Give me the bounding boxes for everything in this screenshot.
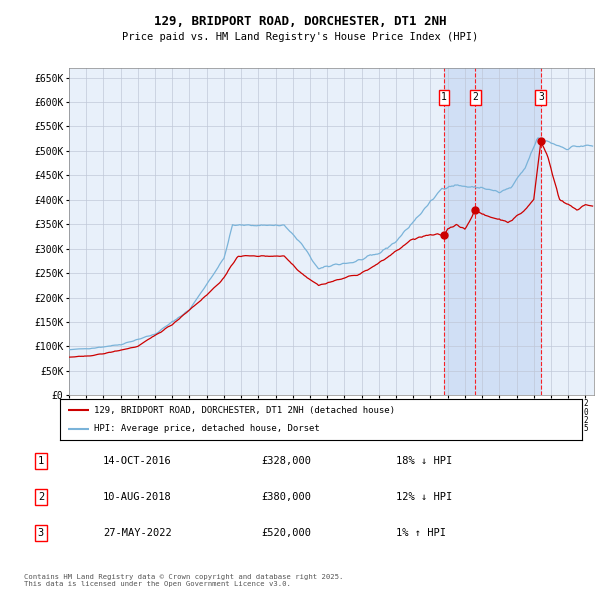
Text: 12% ↓ HPI: 12% ↓ HPI	[396, 492, 452, 502]
Text: 3: 3	[538, 92, 544, 102]
Text: 27-MAY-2022: 27-MAY-2022	[103, 528, 172, 538]
Text: 1: 1	[38, 456, 44, 466]
Bar	[444, 68, 542, 395]
Text: HPI: Average price, detached house, Dorset: HPI: Average price, detached house, Dors…	[94, 424, 320, 433]
Text: 3: 3	[38, 528, 44, 538]
Text: 2: 2	[38, 492, 44, 502]
Text: 14-OCT-2016: 14-OCT-2016	[103, 456, 172, 466]
Text: £520,000: £520,000	[261, 528, 311, 538]
Text: £380,000: £380,000	[261, 492, 311, 502]
Text: 10-AUG-2018: 10-AUG-2018	[103, 492, 172, 502]
Point	[470, 205, 480, 214]
Text: Price paid vs. HM Land Registry's House Price Index (HPI): Price paid vs. HM Land Registry's House …	[122, 32, 478, 42]
Point	[439, 230, 449, 240]
Text: 1% ↑ HPI: 1% ↑ HPI	[396, 528, 446, 538]
Text: 129, BRIDPORT ROAD, DORCHESTER, DT1 2NH: 129, BRIDPORT ROAD, DORCHESTER, DT1 2NH	[154, 15, 446, 28]
Text: Contains HM Land Registry data © Crown copyright and database right 2025.
This d: Contains HM Land Registry data © Crown c…	[24, 574, 343, 587]
Text: 1: 1	[441, 92, 447, 102]
Text: £328,000: £328,000	[261, 456, 311, 466]
Point	[536, 136, 545, 146]
Text: 129, BRIDPORT ROAD, DORCHESTER, DT1 2NH (detached house): 129, BRIDPORT ROAD, DORCHESTER, DT1 2NH …	[94, 406, 395, 415]
Text: 18% ↓ HPI: 18% ↓ HPI	[396, 456, 452, 466]
Text: 2: 2	[472, 92, 478, 102]
